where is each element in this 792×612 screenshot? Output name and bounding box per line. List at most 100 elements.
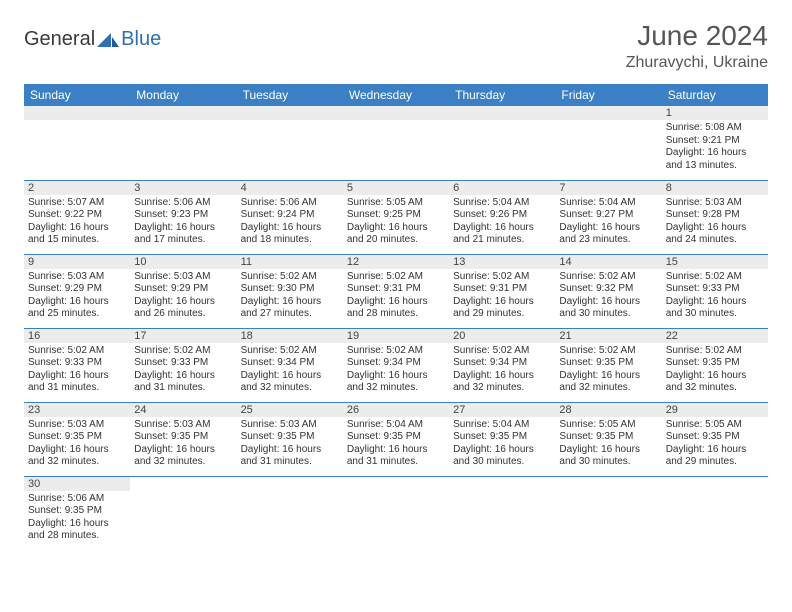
header: General Blue June 2024 Zhuravychi, Ukrai… (24, 20, 768, 72)
cell-dl1: Daylight: 16 hours (28, 444, 126, 457)
logo: General Blue (24, 28, 161, 51)
calendar-cell (237, 476, 343, 550)
calendar-cell: 24Sunrise: 5:03 AMSunset: 9:35 PMDayligh… (130, 402, 236, 476)
cell-dl1: Daylight: 16 hours (241, 296, 339, 309)
day-number: 2 (24, 181, 130, 195)
calendar-cell: 12Sunrise: 5:02 AMSunset: 9:31 PMDayligh… (343, 254, 449, 328)
day-number: 30 (24, 477, 130, 491)
cell-sunrise: Sunrise: 5:03 AM (666, 197, 764, 210)
cell-dl1: Daylight: 16 hours (559, 222, 657, 235)
cell-dl1: Daylight: 16 hours (134, 370, 232, 383)
cell-dl1: Daylight: 16 hours (28, 518, 126, 531)
calendar-row: 16Sunrise: 5:02 AMSunset: 9:33 PMDayligh… (24, 328, 768, 402)
cell-dl1: Daylight: 16 hours (347, 370, 445, 383)
cell-dl2: and 13 minutes. (666, 160, 764, 173)
calendar-cell (130, 476, 236, 550)
day-number: 26 (343, 403, 449, 417)
cell-dl1: Daylight: 16 hours (28, 222, 126, 235)
cell-sunrise: Sunrise: 5:02 AM (347, 345, 445, 358)
cell-sunrise: Sunrise: 5:02 AM (559, 345, 657, 358)
cell-sunset: Sunset: 9:34 PM (347, 357, 445, 370)
cell-dl2: and 31 minutes. (28, 382, 126, 395)
calendar-cell: 17Sunrise: 5:02 AMSunset: 9:33 PMDayligh… (130, 328, 236, 402)
day-header: Sunday (24, 84, 130, 106)
cell-sunrise: Sunrise: 5:02 AM (559, 271, 657, 284)
day-number: 24 (130, 403, 236, 417)
day-number-empty (449, 106, 555, 120)
cell-sunset: Sunset: 9:24 PM (241, 209, 339, 222)
cell-dl1: Daylight: 16 hours (559, 444, 657, 457)
day-header: Saturday (662, 84, 768, 106)
cell-dl2: and 28 minutes. (347, 308, 445, 321)
calendar-cell: 1Sunrise: 5:08 AMSunset: 9:21 PMDaylight… (662, 106, 768, 180)
cell-dl2: and 32 minutes. (559, 382, 657, 395)
cell-sunset: Sunset: 9:35 PM (28, 505, 126, 518)
cell-dl1: Daylight: 16 hours (28, 370, 126, 383)
calendar-cell: 27Sunrise: 5:04 AMSunset: 9:35 PMDayligh… (449, 402, 555, 476)
calendar-cell: 23Sunrise: 5:03 AMSunset: 9:35 PMDayligh… (24, 402, 130, 476)
cell-sunrise: Sunrise: 5:02 AM (134, 345, 232, 358)
cell-dl1: Daylight: 16 hours (134, 296, 232, 309)
cell-sunset: Sunset: 9:33 PM (666, 283, 764, 296)
cell-sunrise: Sunrise: 5:02 AM (453, 345, 551, 358)
day-number: 15 (662, 255, 768, 269)
cell-dl2: and 21 minutes. (453, 234, 551, 247)
cell-sunset: Sunset: 9:35 PM (241, 431, 339, 444)
cell-sunset: Sunset: 9:35 PM (666, 357, 764, 370)
calendar-cell: 30Sunrise: 5:06 AMSunset: 9:35 PMDayligh… (24, 476, 130, 550)
cell-sunrise: Sunrise: 5:05 AM (347, 197, 445, 210)
cell-sunset: Sunset: 9:31 PM (453, 283, 551, 296)
day-header: Monday (130, 84, 236, 106)
day-number: 7 (555, 181, 661, 195)
cell-dl1: Daylight: 16 hours (241, 444, 339, 457)
day-number: 29 (662, 403, 768, 417)
cell-sunrise: Sunrise: 5:03 AM (241, 419, 339, 432)
day-number: 9 (24, 255, 130, 269)
calendar-cell: 9Sunrise: 5:03 AMSunset: 9:29 PMDaylight… (24, 254, 130, 328)
title-block: June 2024 Zhuravychi, Ukraine (626, 20, 768, 72)
cell-dl2: and 32 minutes. (241, 382, 339, 395)
calendar-row: 2Sunrise: 5:07 AMSunset: 9:22 PMDaylight… (24, 180, 768, 254)
cell-dl2: and 30 minutes. (666, 308, 764, 321)
day-number: 20 (449, 329, 555, 343)
cell-sunrise: Sunrise: 5:02 AM (666, 271, 764, 284)
cell-sunset: Sunset: 9:23 PM (134, 209, 232, 222)
day-number: 22 (662, 329, 768, 343)
cell-dl2: and 31 minutes. (241, 456, 339, 469)
cell-dl2: and 24 minutes. (666, 234, 764, 247)
calendar-cell: 15 Sunrise: 5:02 AMSunset: 9:33 PMDayligh… (662, 254, 768, 328)
cell-dl1: Daylight: 16 hours (666, 444, 764, 457)
day-number: 16 (24, 329, 130, 343)
day-number: 10 (130, 255, 236, 269)
calendar-cell: 13Sunrise: 5:02 AMSunset: 9:31 PMDayligh… (449, 254, 555, 328)
cell-sunrise: Sunrise: 5:03 AM (134, 271, 232, 284)
cell-dl2: and 30 minutes. (559, 308, 657, 321)
cell-dl2: and 20 minutes. (347, 234, 445, 247)
cell-sunrise: Sunrise: 5:02 AM (347, 271, 445, 284)
day-number: 5 (343, 181, 449, 195)
day-header-row: Sunday Monday Tuesday Wednesday Thursday… (24, 84, 768, 106)
day-number: 25 (237, 403, 343, 417)
cell-dl2: and 26 minutes. (134, 308, 232, 321)
cell-sunset: Sunset: 9:35 PM (134, 431, 232, 444)
calendar-cell: 16Sunrise: 5:02 AMSunset: 9:33 PMDayligh… (24, 328, 130, 402)
cell-dl1: Daylight: 16 hours (666, 296, 764, 309)
cell-sunrise: Sunrise: 5:02 AM (28, 345, 126, 358)
calendar-cell: 19Sunrise: 5:02 AMSunset: 9:34 PMDayligh… (343, 328, 449, 402)
cell-dl2: and 29 minutes. (666, 456, 764, 469)
day-number: 21 (555, 329, 661, 343)
cell-dl2: and 15 minutes. (28, 234, 126, 247)
calendar-cell (343, 476, 449, 550)
calendar-cell (662, 476, 768, 550)
cell-sunset: Sunset: 9:32 PM (559, 283, 657, 296)
day-number-empty (555, 106, 661, 120)
cell-dl2: and 32 minutes. (347, 382, 445, 395)
cell-sunrise: Sunrise: 5:06 AM (241, 197, 339, 210)
cell-dl1: Daylight: 16 hours (559, 370, 657, 383)
calendar-cell (237, 106, 343, 180)
day-number: 13 (449, 255, 555, 269)
cell-dl1: Daylight: 16 hours (241, 222, 339, 235)
calendar-cell: 26Sunrise: 5:04 AMSunset: 9:35 PMDayligh… (343, 402, 449, 476)
calendar-cell: 20Sunrise: 5:02 AMSunset: 9:34 PMDayligh… (449, 328, 555, 402)
calendar-cell: 6Sunrise: 5:04 AMSunset: 9:26 PMDaylight… (449, 180, 555, 254)
